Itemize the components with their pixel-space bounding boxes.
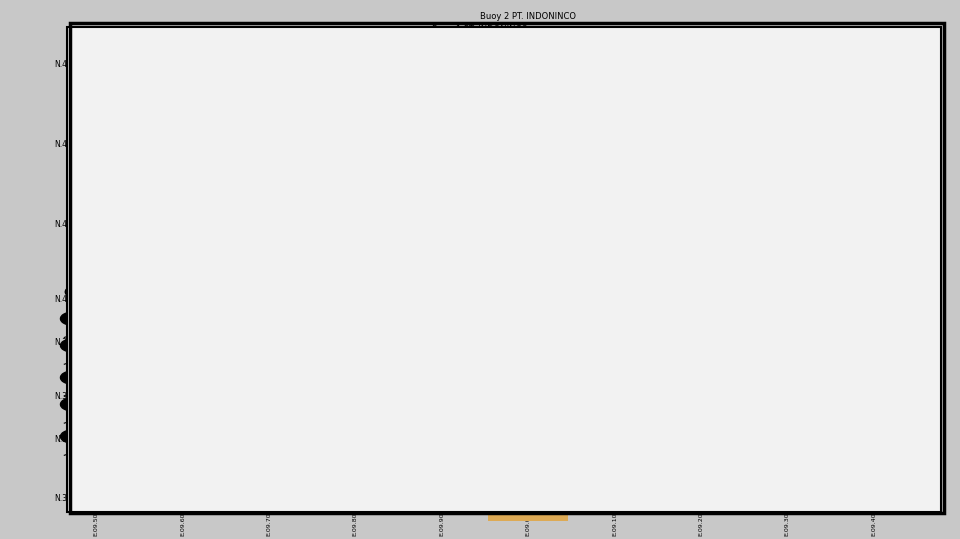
Circle shape	[84, 350, 108, 363]
Text: Buoy 1 PT. INDONINCO: Buoy 1 PT. INDONINCO	[432, 25, 528, 34]
Text: PEMBANGUNAN TAHAP II: PEMBANGUNAN TAHAP II	[313, 101, 417, 151]
Polygon shape	[86, 188, 605, 308]
Text: BM 101: BM 101	[138, 458, 160, 462]
Text: 48: 48	[84, 287, 99, 297]
Text: Tambat Kapal: Tambat Kapal	[732, 321, 767, 327]
Text: N.4250: N.4250	[54, 220, 82, 230]
Text: Tambat Kapal: Tambat Kapal	[485, 219, 522, 225]
Text: 335 Meter: 335 Meter	[582, 249, 618, 255]
Text: TANKER/CURAH: TANKER/CURAH	[696, 182, 738, 186]
Text: KERING 50,000 DWT: KERING 50,000 DWT	[485, 232, 541, 238]
Text: SKALA 1:10000: SKALA 1:10000	[496, 503, 560, 512]
Bar	[637, 190, 649, 199]
Circle shape	[65, 286, 88, 299]
Circle shape	[123, 366, 146, 379]
Circle shape	[84, 323, 108, 336]
Circle shape	[60, 312, 84, 325]
Text: Batu bara: Batu bara	[732, 328, 757, 333]
Text: 960 Meter: 960 Meter	[501, 133, 536, 153]
Text: TRESTLE EXISTING: TRESTLE EXISTING	[464, 392, 535, 421]
Polygon shape	[576, 139, 672, 246]
Text: Area Sandar/: Area Sandar/	[732, 315, 766, 320]
FancyBboxPatch shape	[480, 204, 595, 244]
Text: N.4750: N.4750	[54, 60, 82, 69]
Text: Area Sandor /: Area Sandor /	[485, 213, 522, 218]
Text: Tambat Kapal: Tambat Kapal	[696, 175, 733, 180]
Text: MERCU 1
PT.INDONINCO: MERCU 1 PT.INDONINCO	[813, 98, 876, 117]
Text: E.09.100: E.09.100	[612, 509, 617, 536]
Text: KERING 60,000 DWT: KERING 60,000 DWT	[696, 188, 753, 193]
Circle shape	[60, 398, 84, 411]
Text: E.09.300: E.09.300	[784, 508, 790, 536]
Circle shape	[492, 205, 507, 213]
Polygon shape	[605, 179, 653, 206]
Text: E.09.400: E.09.400	[871, 508, 876, 536]
Text: E.09.800: E.09.800	[352, 509, 358, 536]
Text: KOLAM PUTAR: KOLAM PUTAR	[571, 202, 638, 211]
FancyBboxPatch shape	[691, 163, 806, 204]
Text: N.3000: N.3000	[54, 494, 82, 503]
Text: N.3500: N.3500	[54, 392, 82, 401]
Text: Area Sandor /: Area Sandor /	[696, 169, 733, 174]
Text: 340 Meter: 340 Meter	[679, 91, 693, 123]
Circle shape	[415, 220, 430, 229]
Circle shape	[261, 253, 276, 261]
Text: PT. INDONINCO: PT. INDONINCO	[123, 486, 194, 495]
Text: E.09.700: E.09.700	[266, 508, 272, 536]
Circle shape	[60, 371, 84, 384]
Bar	[622, 190, 634, 199]
Text: E.09.000: E.09.000	[525, 509, 531, 536]
Polygon shape	[86, 87, 653, 182]
Text: 49: 49	[84, 306, 99, 316]
Text: E.09.900: E.09.900	[439, 508, 444, 536]
FancyBboxPatch shape	[730, 310, 826, 345]
Text: 1,867 Meter: 1,867 Meter	[219, 211, 261, 233]
Text: z = +3.863 m: z = +3.863 m	[138, 472, 168, 476]
Text: TANKER/CURAH: TANKER/CURAH	[485, 226, 527, 231]
Text: 2150 Meter: 2150 Meter	[269, 171, 307, 193]
Circle shape	[338, 237, 353, 245]
Text: x = 557418 m: x = 557418 m	[138, 463, 170, 467]
Circle shape	[84, 382, 108, 395]
Text: Buoy 2 PT. INDONINCO: Buoy 2 PT. INDONINCO	[480, 11, 576, 20]
Text: N.4000: N.4000	[54, 295, 82, 305]
Text: N.3250: N.3250	[54, 435, 82, 444]
Circle shape	[60, 339, 84, 352]
Circle shape	[113, 339, 136, 352]
Text: PEMBANGUNAN TAHAP I: PEMBANGUNAN TAHAP I	[161, 179, 261, 228]
Text: y = 1092 m: y = 1092 m	[138, 468, 164, 472]
Circle shape	[104, 307, 127, 320]
Circle shape	[60, 430, 84, 443]
FancyBboxPatch shape	[136, 454, 218, 480]
Bar	[607, 190, 618, 199]
Text: N.3750: N.3750	[54, 338, 82, 347]
Text: LAYOUT RENCANA DERMAGA TRESTLE: LAYOUT RENCANA DERMAGA TRESTLE	[379, 488, 677, 502]
Text: 245 Meter: 245 Meter	[703, 198, 708, 230]
Text: N.4500: N.4500	[54, 140, 82, 149]
Text: E.09.200: E.09.200	[698, 508, 704, 536]
Circle shape	[184, 269, 200, 278]
Text: E.09.600: E.09.600	[180, 509, 185, 536]
Text: E.09.500: E.09.500	[93, 509, 99, 536]
